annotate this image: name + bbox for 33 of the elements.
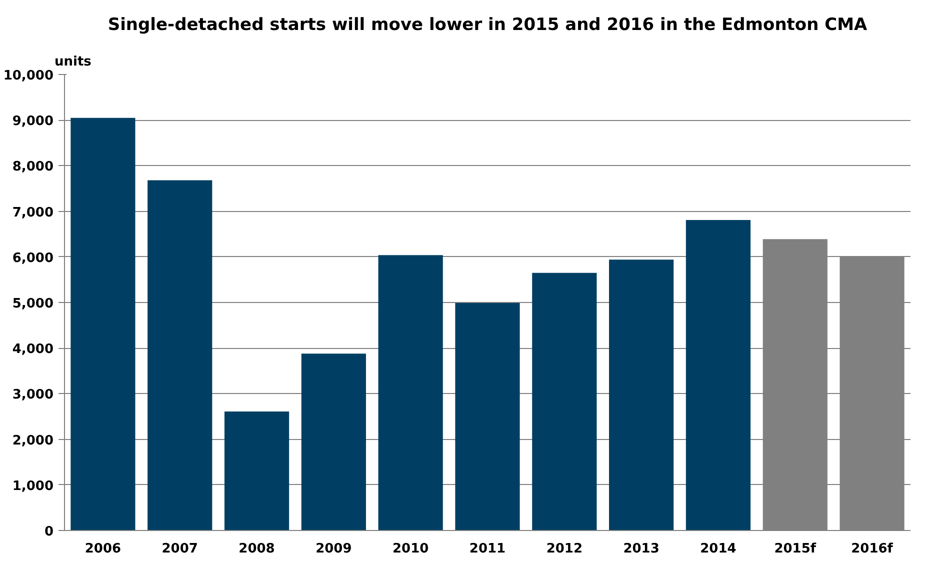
x-tick-label: 2006 xyxy=(84,542,122,556)
bar xyxy=(609,260,674,530)
y-axis-title: units xyxy=(54,54,92,70)
x-tick-label: 2013 xyxy=(623,542,660,556)
y-tick-label: 4,000 xyxy=(12,342,54,358)
bar xyxy=(301,354,366,530)
y-tick-label: 3,000 xyxy=(12,388,54,403)
bar xyxy=(686,220,751,530)
y-tick-label: 0 xyxy=(44,524,54,540)
x-tick-label: 2009 xyxy=(316,542,352,556)
bar xyxy=(70,118,136,530)
bar xyxy=(455,302,520,530)
y-tick-label: 10,000 xyxy=(3,68,54,84)
bar xyxy=(532,272,597,530)
y-tick-label: 8,000 xyxy=(12,160,54,175)
x-tick-label: 2014 xyxy=(700,542,736,556)
x-tick-label: 2012 xyxy=(546,542,583,556)
x-tick-label: 2015f xyxy=(774,542,816,556)
x-tick-label: 2016f xyxy=(851,542,894,556)
y-tick-label: 2,000 xyxy=(12,433,54,448)
x-tick-label: 2008 xyxy=(238,542,275,556)
y-tick-label: 7,000 xyxy=(12,205,54,220)
y-tick-label: 5,000 xyxy=(12,296,54,312)
y-tick-label: 9,000 xyxy=(12,114,54,130)
chart-title: Single-detached starts will move lower in 2015 and 2016 in the Edmonton CMA xyxy=(108,15,868,35)
x-tick-label: 2011 xyxy=(469,542,506,556)
bar xyxy=(224,411,290,530)
bar xyxy=(378,255,443,530)
x-tick-label: 2010 xyxy=(392,542,429,556)
x-tick-label: 2007 xyxy=(162,542,198,556)
y-tick-label: 6,000 xyxy=(12,250,54,266)
bar xyxy=(148,180,212,530)
y-tick-label: 1,000 xyxy=(12,478,54,494)
